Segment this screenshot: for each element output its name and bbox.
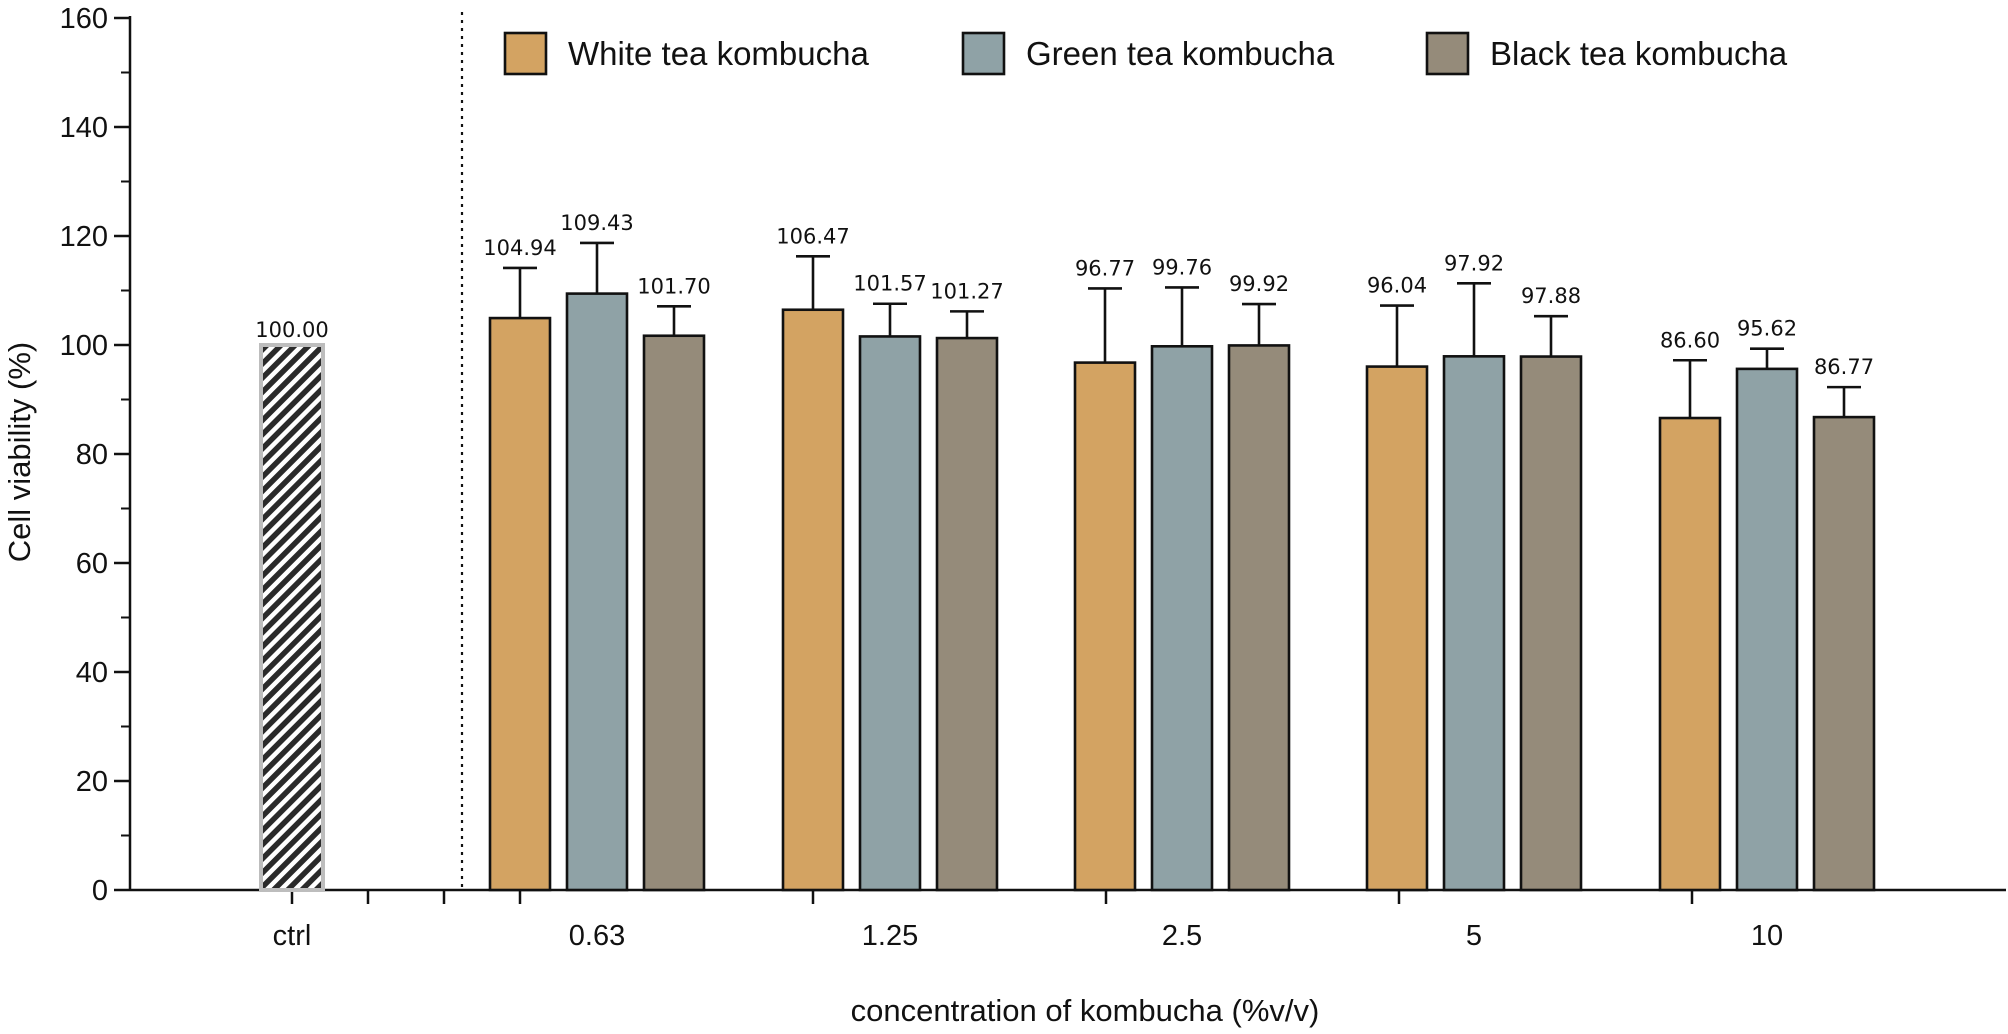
data-label: 97.88 [1521,284,1581,308]
data-label: 99.92 [1229,272,1289,296]
data-label: 101.57 [853,272,926,296]
data-label: 104.94 [483,236,556,260]
y-tick-label: 160 [60,3,108,35]
x-tick-label: 1.25 [862,920,918,952]
bar [1735,367,1799,892]
legend-label: Black tea kombucha [1490,35,1788,72]
y-tick-label: 0 [92,875,108,907]
axes: 0 20 40 60 80 100 120 140 160 ctrl 0.63 1.25 2.5 5 10 [60,3,2006,952]
x-tick-label: 10 [1751,920,1783,952]
bar [1073,361,1137,892]
legend: White tea kombucha Green tea kombucha Blac… [503,31,1788,76]
bar [1150,345,1214,892]
data-label: 86.77 [1814,355,1874,379]
data-label: 101.70 [637,274,710,298]
legend-swatch [961,31,1006,76]
legend-label: Green tea kombucha [1026,35,1335,72]
data-label: 100.00 [255,318,328,342]
data-label: 96.77 [1075,256,1135,280]
y-axis-title: Cell viability (%) [2,342,37,562]
legend-swatch [1425,31,1470,76]
bar [781,308,845,892]
control-bar [259,343,325,892]
x-tick-label: 0.63 [569,920,625,952]
data-label: 95.62 [1737,317,1797,341]
data-label: 101.27 [930,279,1003,303]
y-tick-label: 100 [60,330,108,362]
legend-label: White tea kombucha [568,35,869,72]
data-label: 109.43 [560,211,633,235]
data-label: 97.92 [1444,251,1504,275]
data-label: 106.47 [776,224,849,248]
bar [642,334,706,892]
bar [1812,415,1876,892]
y-tick-label: 60 [76,548,108,580]
bar [1442,355,1506,892]
x-tick-label: ctrl [273,920,312,952]
y-tick-label: 80 [76,439,108,471]
y-tick-label: 120 [60,221,108,253]
y-tick-label: 20 [76,766,108,798]
bar [858,335,922,892]
data-label: 86.60 [1660,328,1720,352]
y-tick-label: 40 [76,657,108,689]
bar [488,316,552,892]
x-tick-label: 2.5 [1162,920,1202,952]
x-axis-title: concentration of kombucha (%v/v) [851,993,1320,1028]
data-label: 99.76 [1152,255,1212,279]
legend-swatch [503,31,548,76]
data-label: 96.04 [1367,274,1427,298]
x-tick-label: 5 [1466,920,1482,952]
bar [935,336,999,892]
bar [565,292,629,892]
bars: 100.00 104.94 106.47 96.77 96.04 86.60 109.43 1… [255,211,1876,892]
bar [1519,355,1583,892]
y-tick-label: 140 [60,112,108,144]
bar [1658,416,1722,892]
bar [1365,365,1429,892]
bar [1227,344,1291,892]
